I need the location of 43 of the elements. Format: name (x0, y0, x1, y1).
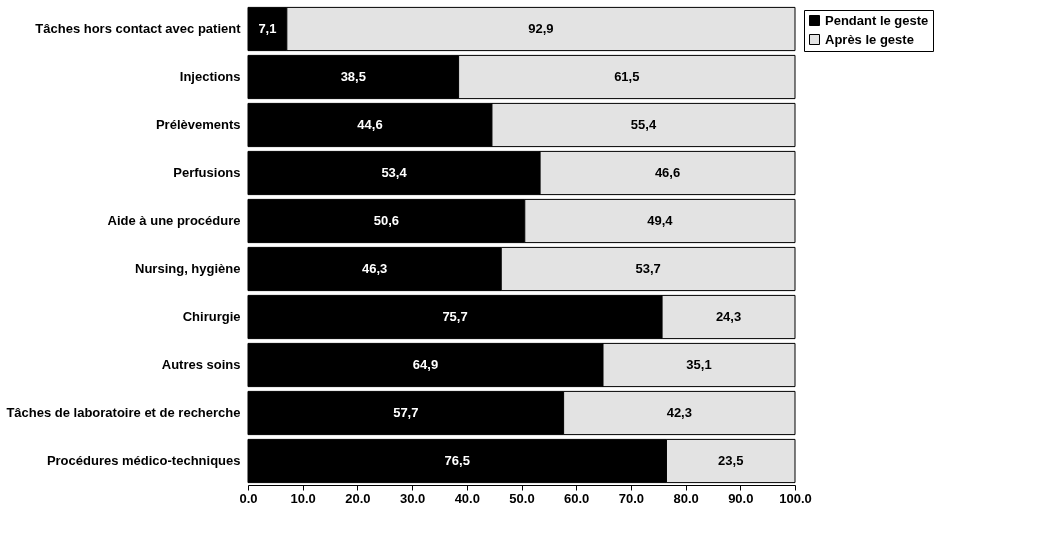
legend-label: Pendant le geste (825, 12, 929, 28)
y-tick-label: Tâches hors contact avec patient (35, 21, 242, 36)
x-tick-label: 70.0 (618, 490, 645, 506)
x-tick-label: 0.0 (239, 490, 258, 506)
data-label: 42,3 (666, 405, 692, 420)
y-tick-label: Tâches de laboratoire et de recherche (6, 405, 241, 420)
data-label: 7,1 (258, 21, 277, 36)
x-tick-label: 60.0 (564, 490, 590, 506)
y-tick-label: Chirurgie (182, 309, 241, 324)
x-tick-label: 50.0 (509, 490, 535, 506)
legend-label: Après le geste (825, 31, 914, 47)
data-label: 75,7 (442, 309, 468, 324)
x-tick-label: 90.0 (728, 490, 754, 506)
data-label: 50,6 (373, 213, 400, 228)
data-label: 53,7 (635, 261, 661, 276)
y-tick-label: Procédures médico-techniques (46, 453, 241, 468)
x-tick-label: 80.0 (673, 490, 699, 506)
y-tick-label: Prélèvements (155, 117, 241, 132)
data-label: 92,9 (528, 21, 554, 36)
data-label: 49,4 (647, 213, 674, 228)
data-label: 53,4 (381, 165, 408, 180)
data-label: 46,3 (361, 261, 388, 276)
y-tick-label: Injections (179, 69, 241, 84)
data-label: 35,1 (686, 357, 712, 372)
y-tick-label: Perfusions (173, 165, 241, 180)
data-label: 76,5 (444, 453, 470, 468)
y-tick-label: Autres soins (161, 357, 241, 372)
data-label: 46,6 (654, 165, 681, 180)
x-tick-label: 100.0 (779, 490, 812, 506)
data-label: 44,6 (357, 117, 383, 132)
data-label: 38,5 (340, 69, 366, 84)
x-tick-label: 40.0 (454, 490, 480, 506)
y-tick-label: Nursing, hygiène (135, 261, 241, 276)
data-label: 23,5 (718, 453, 744, 468)
data-label: 57,7 (393, 405, 419, 420)
data-label: 64,9 (412, 357, 439, 372)
data-label: 61,5 (614, 69, 640, 84)
x-tick-label: 20.0 (345, 490, 371, 506)
data-label: 24,3 (715, 309, 742, 324)
y-tick-label: Aide à une procédure (107, 213, 241, 228)
x-tick-label: 10.0 (290, 490, 316, 506)
x-tick-label: 30.0 (399, 490, 426, 506)
data-label: 55,4 (630, 117, 657, 132)
